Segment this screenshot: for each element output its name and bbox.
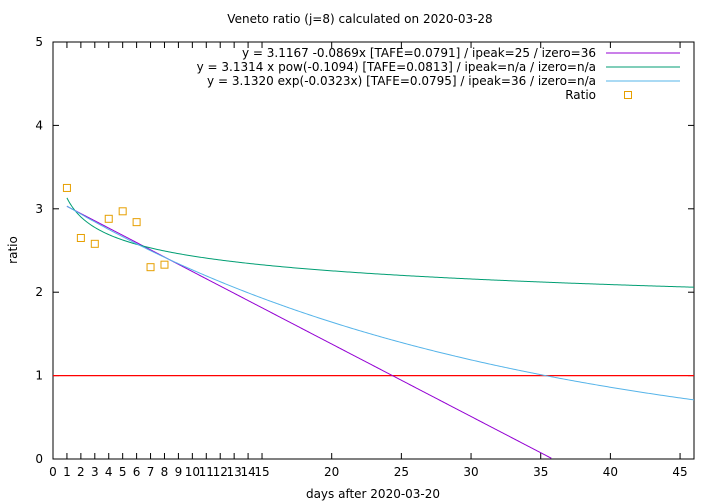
x-tick-label: 7: [147, 465, 155, 479]
x-tick-label: 0: [49, 465, 57, 479]
x-tick-label: 9: [175, 465, 183, 479]
series-line-exp: [66, 205, 695, 401]
legend-label: y = 3.1167 -0.0869x [TAFE=0.0791] / ipea…: [242, 46, 596, 60]
ratio-data-point: [62, 183, 71, 192]
y-tick-label: 0: [35, 452, 43, 466]
legend-label: y = 3.1320 exp(-0.0323x) [TAFE=0.0795] /…: [207, 74, 596, 88]
x-tick-label: 14: [240, 465, 255, 479]
x-tick-label: 12: [213, 465, 228, 479]
x-tick-label: 1: [63, 465, 71, 479]
legend: y = 3.1167 -0.0869x [TAFE=0.0791] / ipea…: [197, 46, 680, 102]
ratio-data-point: [104, 214, 113, 223]
x-tick-label: 11: [199, 465, 214, 479]
y-tick-label: 3: [35, 202, 43, 216]
ratio-data-point: [132, 218, 141, 227]
x-tick-label: 8: [161, 465, 169, 479]
x-tick-label: 6: [133, 465, 141, 479]
series-lines: [66, 197, 695, 459]
x-tick-label: 25: [394, 465, 409, 479]
y-tick-label: 4: [35, 118, 43, 132]
legend-marker-sample: [624, 91, 632, 99]
y-axis-title: ratio: [6, 236, 20, 264]
ratio-data-point: [76, 233, 85, 242]
y-tick-label: 5: [35, 35, 43, 49]
ratio-data-point: [118, 207, 127, 216]
ratio-data-point: [90, 239, 99, 248]
plot-frame: [52, 41, 695, 460]
x-tick-label: 20: [324, 465, 339, 479]
x-tick-label: 30: [463, 465, 478, 479]
x-tick-label: 15: [254, 465, 269, 479]
y-tick-label: 1: [35, 369, 43, 383]
series-points: [62, 183, 169, 272]
series-line-power: [66, 197, 695, 288]
x-tick-label: 45: [672, 465, 687, 479]
x-tick-label: 5: [119, 465, 127, 479]
chart-title: Veneto ratio (j=8) calculated on 2020-03…: [227, 12, 492, 26]
ratio-data-point: [146, 263, 155, 272]
x-axis-title: days after 2020-03-20: [306, 487, 440, 501]
legend-label: y = 3.1314 x pow(-0.1094) [TAFE=0.0813] …: [197, 60, 596, 74]
y-tick-label: 2: [35, 285, 43, 299]
x-tick-label: 40: [603, 465, 618, 479]
x-tick-label: 13: [227, 465, 242, 479]
legend-label: Ratio: [565, 88, 596, 102]
x-tick-label: 35: [533, 465, 548, 479]
x-tick-label: 2: [77, 465, 85, 479]
x-tick-label: 3: [91, 465, 99, 479]
ratio-data-point: [160, 260, 169, 269]
x-tick-label: 10: [185, 465, 200, 479]
series-line-linear: [66, 205, 552, 459]
x-tick-label: 4: [105, 465, 113, 479]
